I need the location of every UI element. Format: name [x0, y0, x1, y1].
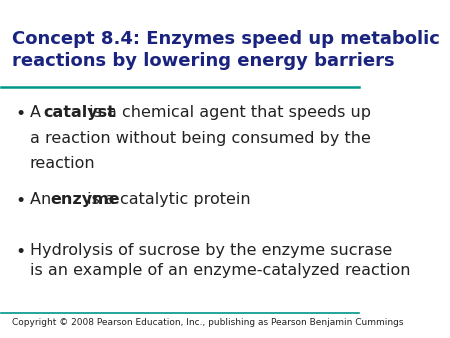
Text: A: A [30, 105, 46, 120]
Text: Hydrolysis of sucrose by the enzyme sucrase
is an example of an enzyme-catalyzed: Hydrolysis of sucrose by the enzyme sucr… [30, 243, 410, 277]
Text: reaction: reaction [30, 156, 95, 171]
Text: Copyright © 2008 Pearson Education, Inc., publishing as Pearson Benjamin Cumming: Copyright © 2008 Pearson Education, Inc.… [12, 318, 404, 327]
Text: enzyme: enzyme [50, 192, 120, 208]
Text: •: • [16, 192, 26, 211]
Text: •: • [16, 105, 26, 123]
Text: is a catalytic protein: is a catalytic protein [82, 192, 251, 208]
Text: An: An [30, 192, 56, 208]
Text: is a chemical agent that speeds up: is a chemical agent that speeds up [84, 105, 371, 120]
Text: catalyst: catalyst [44, 105, 116, 120]
Text: •: • [16, 243, 26, 261]
Text: a reaction without being consumed by the: a reaction without being consumed by the [30, 131, 371, 146]
Text: Concept 8.4: Enzymes speed up metabolic
reactions by lowering energy barriers: Concept 8.4: Enzymes speed up metabolic … [12, 30, 440, 70]
